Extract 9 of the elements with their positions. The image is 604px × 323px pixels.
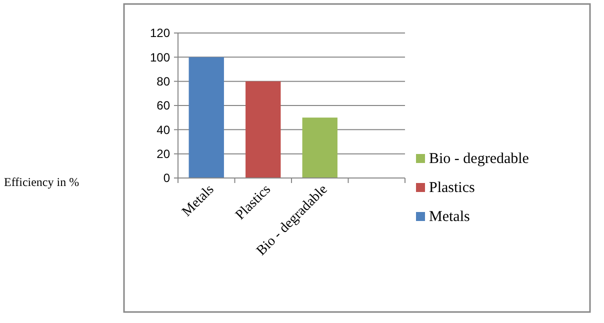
y-tick-label: 40 — [156, 122, 170, 137]
y-tick-label: 100 — [150, 50, 170, 64]
y-tick-label: 80 — [156, 74, 170, 89]
y-tick-label: 0 — [163, 171, 170, 186]
y-tick-label: 20 — [156, 147, 170, 162]
text: Efficiency in % — [4, 175, 80, 189]
y-tick-label: 60 — [156, 98, 170, 113]
legend-label: Bio - degredable — [429, 151, 530, 167]
y-tick-label: 120 — [150, 26, 170, 40]
